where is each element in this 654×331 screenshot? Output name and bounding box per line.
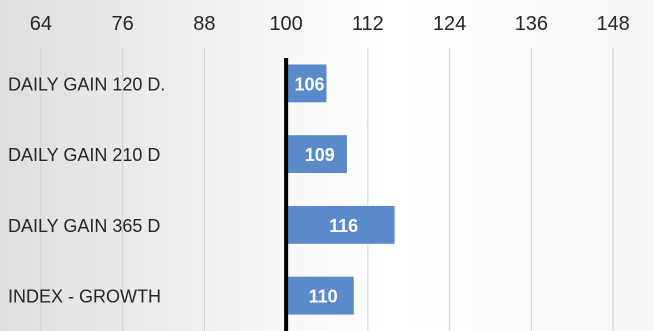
x-tick-label: 124 [433,13,466,35]
x-tick-label: 64 [30,13,52,35]
bar [285,134,348,175]
x-tick-label: 112 [352,13,384,35]
bar [285,204,396,245]
data-label: 109 [305,145,335,165]
category-label: DAILY GAIN 210 D [8,145,160,165]
x-tick-label: 136 [515,13,548,35]
x-tick-label: 88 [193,13,215,35]
x-tick-label: 148 [596,13,629,35]
x-tick-label: 76 [112,13,134,35]
data-label: 116 [329,216,358,236]
category-label: DAILY GAIN 365 D [8,216,160,236]
category-label: DAILY GAIN 120 D. [8,74,165,94]
category-label: INDEX - GROWTH [8,287,161,307]
data-label: 106 [295,74,325,94]
x-tick-label: 100 [269,13,302,35]
data-label: 110 [309,287,338,307]
